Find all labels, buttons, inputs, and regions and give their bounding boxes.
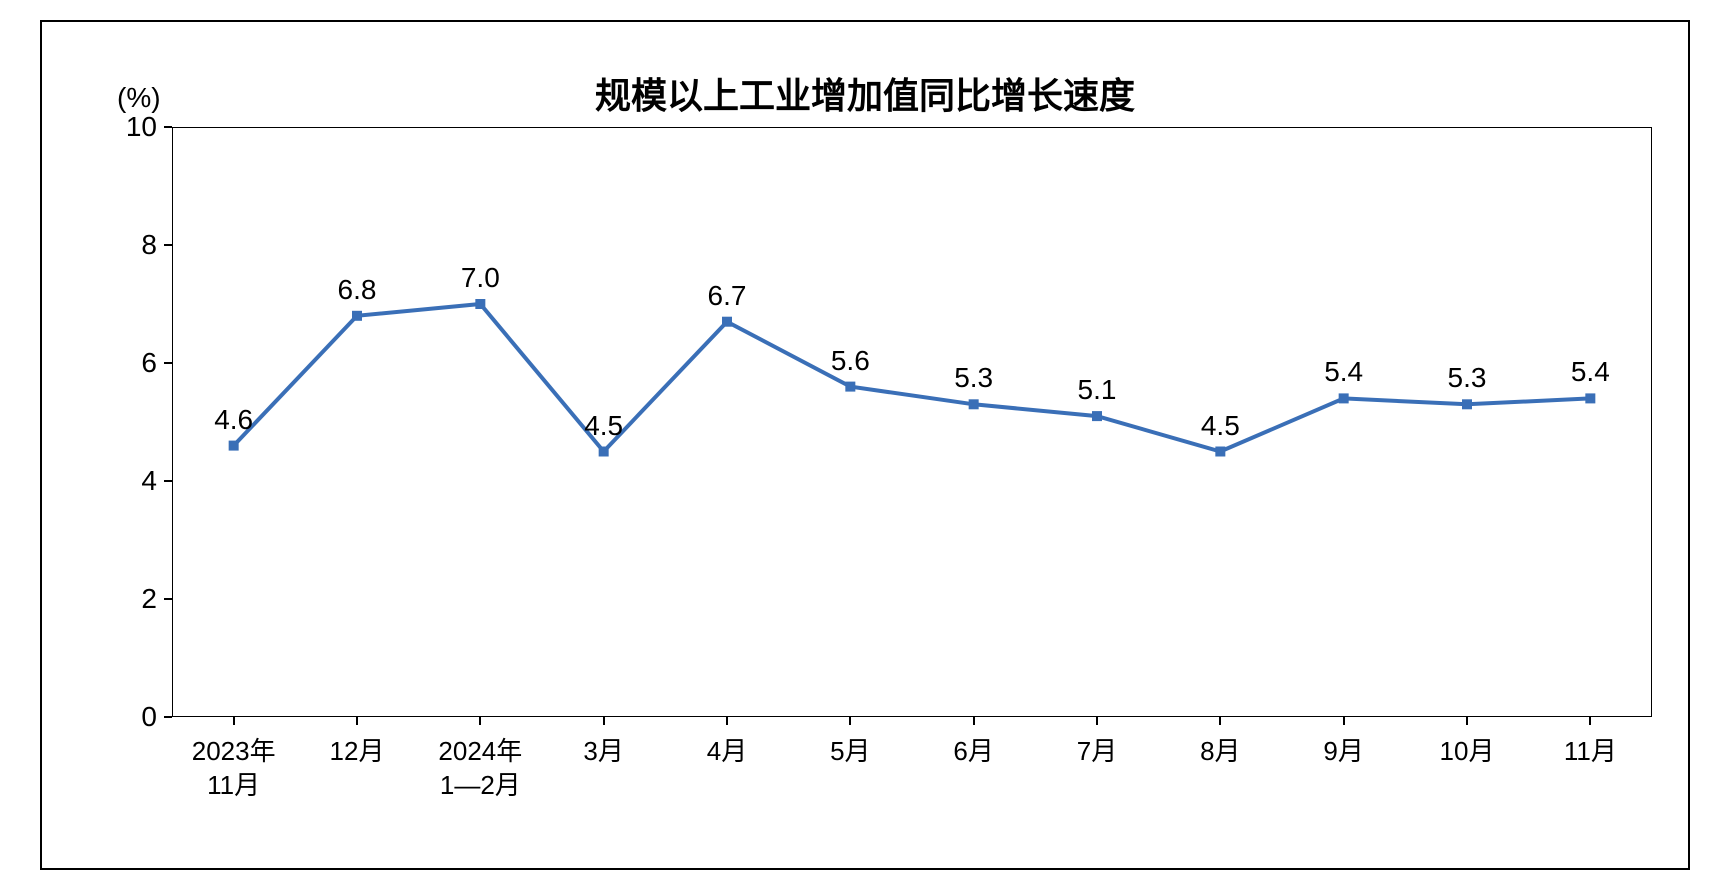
x-tick-mark [1219, 717, 1221, 725]
x-tick-mark [1096, 717, 1098, 725]
x-tick-mark [603, 717, 605, 725]
chart-marker [722, 317, 732, 327]
x-axis-label: 10月 [1407, 735, 1527, 769]
y-axis-label: 10 [97, 111, 157, 143]
data-point-label: 4.5 [1201, 410, 1240, 442]
x-axis-label: 12月 [297, 735, 417, 769]
chart-marker [352, 311, 362, 321]
chart-container: 规模以上工业增加值同比增长速度 (%) 02468102023年 11月12月2… [40, 20, 1690, 870]
chart-line [234, 304, 1591, 452]
y-tick-mark [164, 126, 172, 128]
x-axis-label: 2023年 11月 [174, 735, 294, 803]
y-axis-label: 8 [97, 229, 157, 261]
y-tick-mark [164, 244, 172, 246]
x-tick-mark [356, 717, 358, 725]
data-point-label: 5.3 [954, 362, 993, 394]
data-point-label: 5.3 [1448, 362, 1487, 394]
x-axis-label: 5月 [790, 735, 910, 769]
chart-marker [475, 299, 485, 309]
x-tick-mark [849, 717, 851, 725]
chart-marker [1462, 399, 1472, 409]
x-axis-label: 3月 [544, 735, 664, 769]
x-tick-mark [1466, 717, 1468, 725]
chart-marker [969, 399, 979, 409]
x-tick-mark [1589, 717, 1591, 725]
chart-marker [599, 447, 609, 457]
data-point-label: 5.1 [1078, 374, 1117, 406]
chart-marker [1339, 393, 1349, 403]
line-chart-svg [42, 22, 1702, 767]
chart-marker [845, 382, 855, 392]
data-point-label: 7.0 [461, 262, 500, 294]
y-axis-label: 2 [97, 583, 157, 615]
data-point-label: 6.8 [338, 274, 377, 306]
x-tick-mark [1343, 717, 1345, 725]
y-tick-mark [164, 598, 172, 600]
x-tick-mark [233, 717, 235, 725]
chart-marker [1092, 411, 1102, 421]
data-point-label: 6.7 [708, 280, 747, 312]
chart-marker [1215, 447, 1225, 457]
data-point-label: 4.5 [584, 410, 623, 442]
y-tick-mark [164, 716, 172, 718]
chart-marker [1585, 393, 1595, 403]
y-axis-label: 6 [97, 347, 157, 379]
chart-marker [229, 441, 239, 451]
data-point-label: 4.6 [214, 404, 253, 436]
x-tick-mark [726, 717, 728, 725]
x-tick-mark [479, 717, 481, 725]
x-axis-label: 11月 [1530, 735, 1650, 769]
data-point-label: 5.4 [1571, 356, 1610, 388]
x-tick-mark [973, 717, 975, 725]
y-axis-label: 0 [97, 701, 157, 733]
x-axis-label: 6月 [914, 735, 1034, 769]
y-tick-mark [164, 362, 172, 364]
x-axis-label: 9月 [1284, 735, 1404, 769]
y-axis-label: 4 [97, 465, 157, 497]
data-point-label: 5.6 [831, 345, 870, 377]
x-axis-label: 8月 [1160, 735, 1280, 769]
data-point-label: 5.4 [1324, 356, 1363, 388]
x-axis-label: 4月 [667, 735, 787, 769]
x-axis-label: 2024年 1—2月 [420, 735, 540, 803]
y-tick-mark [164, 480, 172, 482]
x-axis-label: 7月 [1037, 735, 1157, 769]
